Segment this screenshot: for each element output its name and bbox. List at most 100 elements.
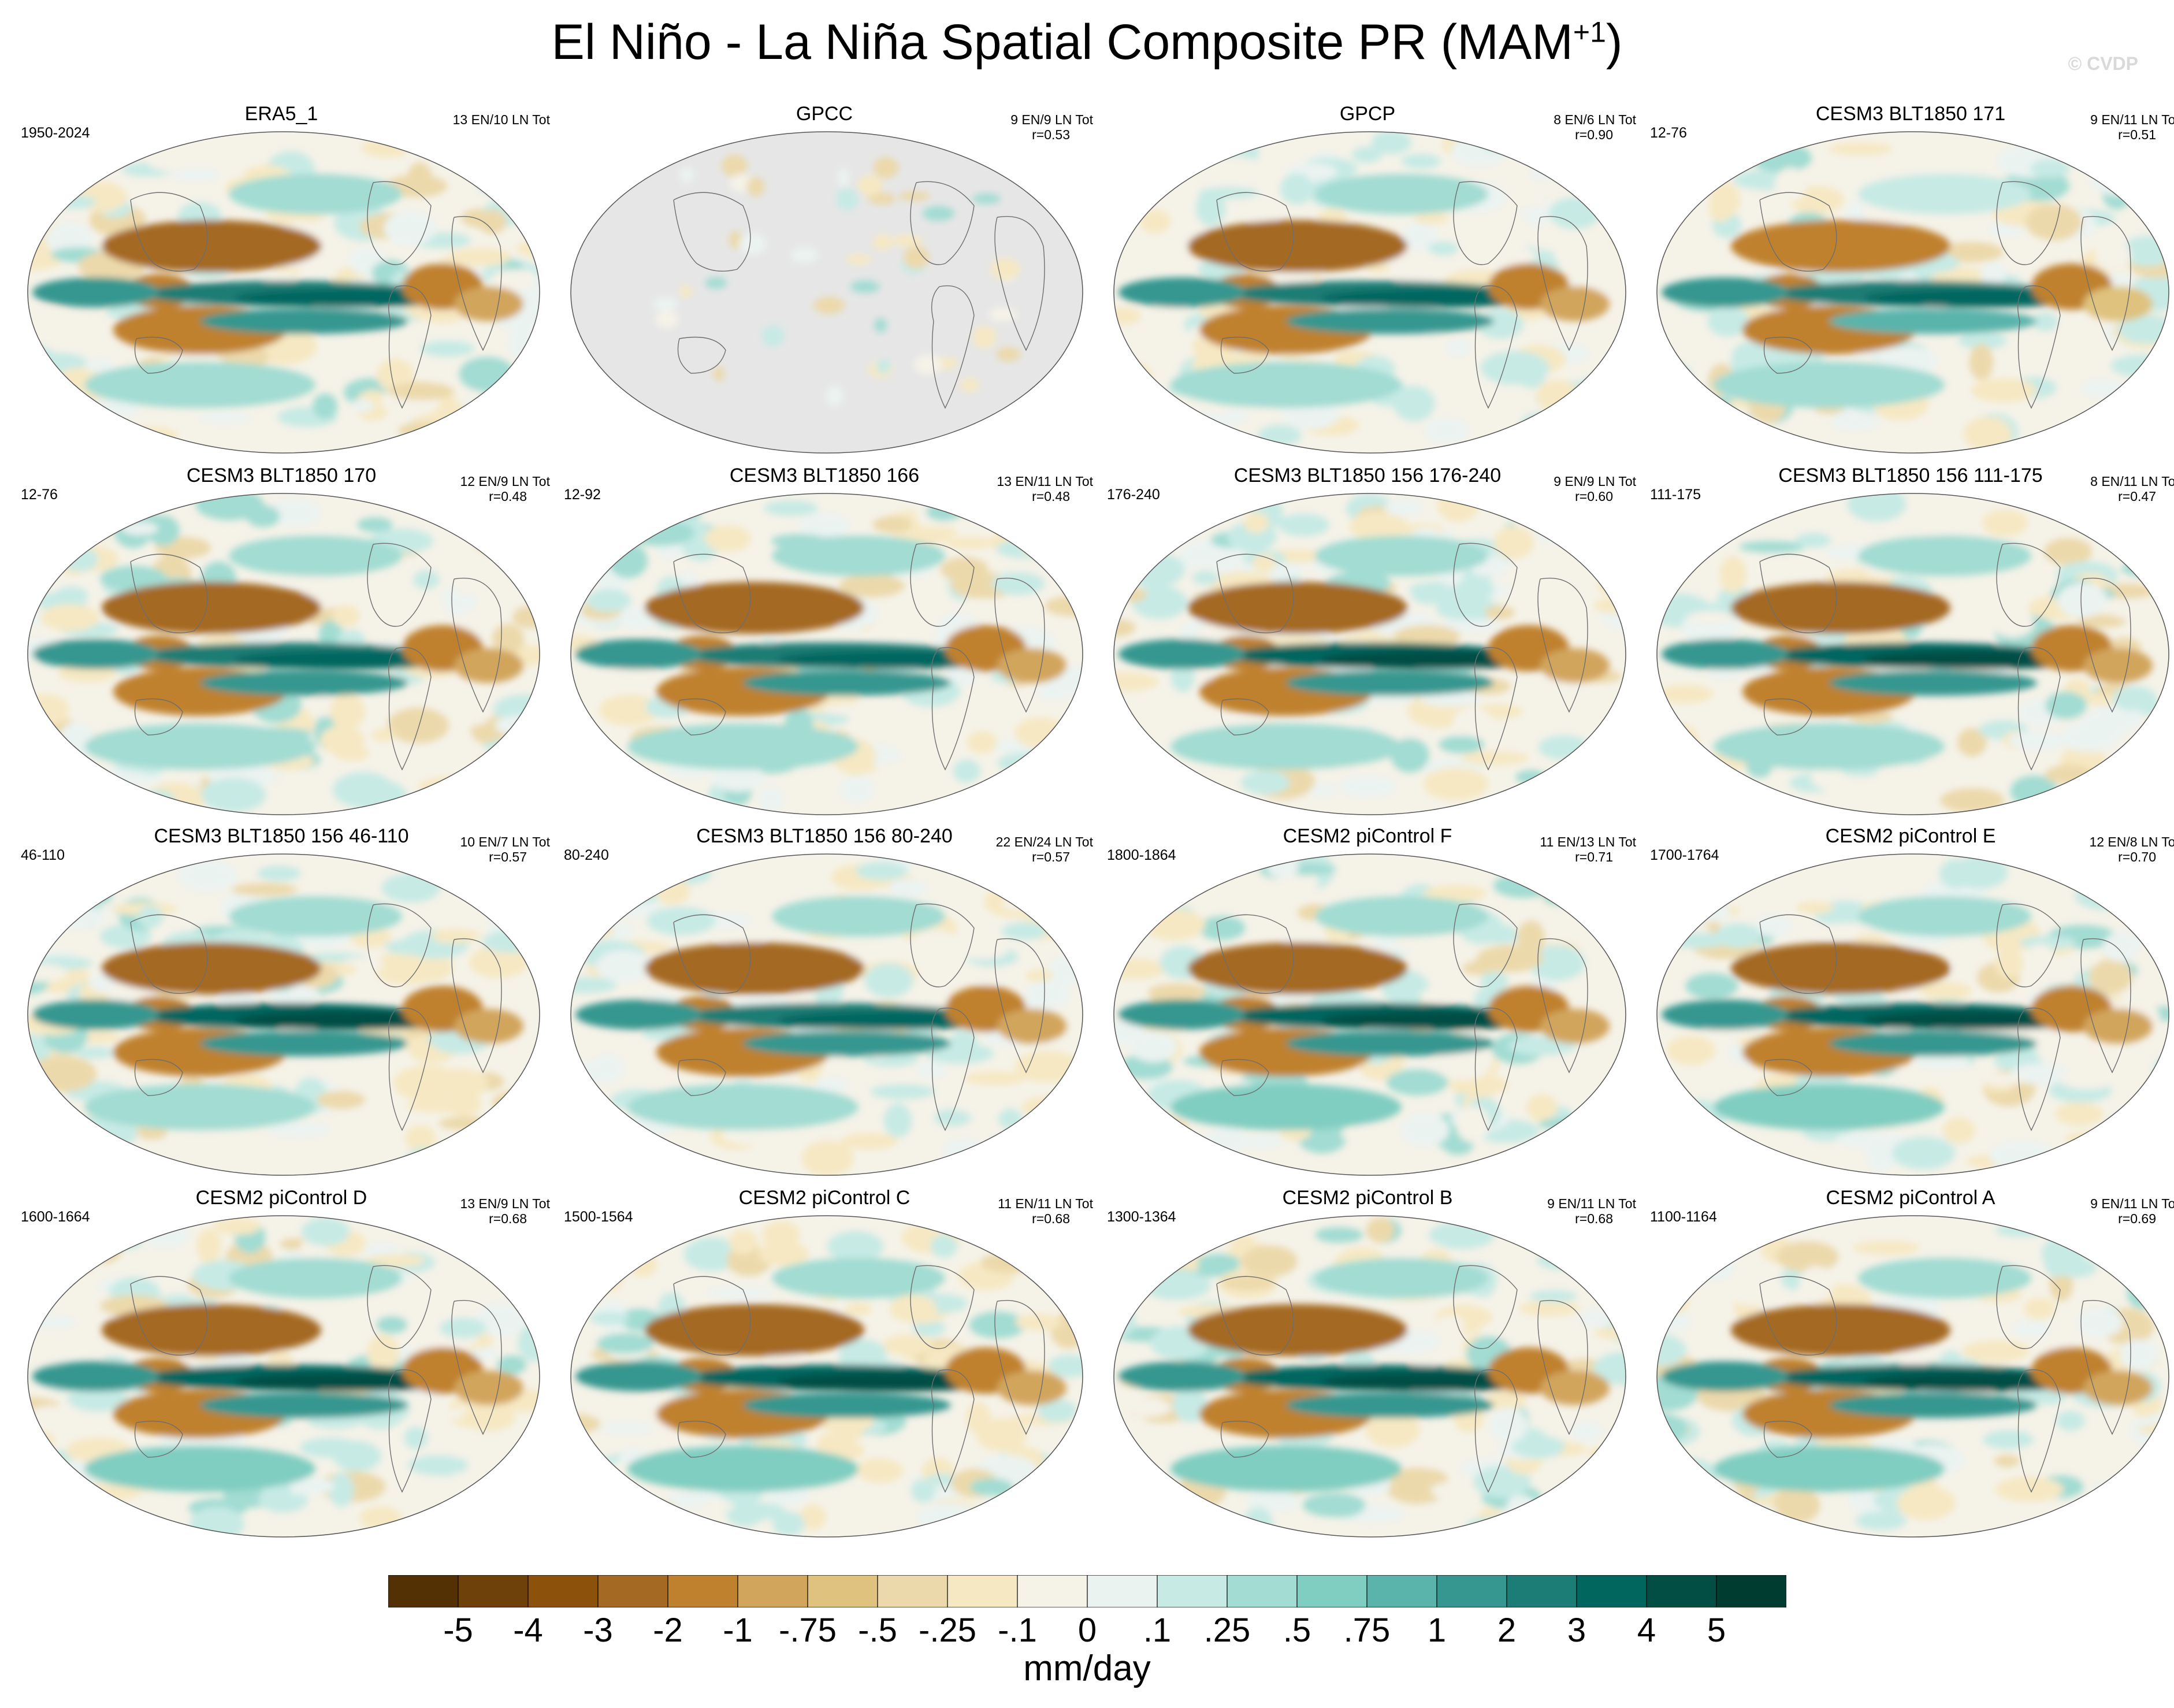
noise-cell bbox=[329, 693, 365, 730]
dry-anomaly-africa bbox=[1540, 1009, 1610, 1044]
noise-cell bbox=[1127, 1397, 1171, 1417]
noise-cell bbox=[596, 1333, 654, 1354]
noise-cell bbox=[571, 774, 622, 802]
coastline bbox=[130, 914, 208, 994]
noise-cell bbox=[1420, 690, 1481, 707]
panel-title: CESM2 piControl C bbox=[738, 1187, 911, 1209]
noise-cell bbox=[1920, 982, 1972, 1001]
noise-cell bbox=[1157, 1503, 1211, 1521]
noise-cell bbox=[772, 1511, 805, 1536]
coastline bbox=[2017, 285, 2061, 409]
coastline bbox=[673, 192, 751, 272]
noise-cell bbox=[1114, 563, 1126, 583]
noise-cell bbox=[28, 768, 48, 786]
coastline bbox=[1537, 1299, 1588, 1435]
land-cell bbox=[746, 177, 765, 196]
noise-cell bbox=[1403, 221, 1437, 254]
noise-cell bbox=[571, 888, 597, 907]
coastline bbox=[2080, 1299, 2131, 1435]
noise-cell bbox=[1114, 1503, 1161, 1529]
noise-cell bbox=[28, 382, 79, 404]
noise-cell bbox=[1663, 1127, 1710, 1146]
wet-anomaly-northern bbox=[772, 896, 945, 937]
land-cell bbox=[972, 325, 997, 349]
coastline bbox=[1220, 1059, 1269, 1096]
noise-cell bbox=[1140, 209, 1171, 234]
noise-cell bbox=[1520, 413, 1558, 437]
composite-map bbox=[1113, 493, 1626, 815]
land-cell bbox=[739, 233, 767, 255]
noise-cell bbox=[1039, 868, 1071, 888]
noise-cell bbox=[798, 513, 850, 539]
noise-cell bbox=[1939, 859, 1974, 889]
noise-cell bbox=[1445, 339, 1471, 356]
wet-anomaly-southern bbox=[1714, 1084, 1945, 1130]
panel-title: CESM3 BLT1850 171 bbox=[1815, 103, 2006, 125]
panel-correlation: r=0.69 bbox=[2118, 1211, 2156, 1226]
coastline bbox=[910, 543, 975, 627]
composite-map bbox=[27, 853, 540, 1176]
noise-cell bbox=[1114, 307, 1142, 325]
noise-cell bbox=[2099, 713, 2127, 740]
dry-anomaly-north bbox=[1188, 582, 1407, 634]
noise-cell bbox=[2026, 944, 2054, 968]
wet-anomaly-northern bbox=[1858, 1258, 2031, 1298]
wet-anomaly-southern bbox=[84, 1446, 315, 1492]
noise-cell bbox=[448, 247, 512, 266]
land-cell bbox=[846, 254, 872, 265]
noise-cell bbox=[1681, 1124, 1731, 1158]
noise-cell bbox=[84, 502, 115, 538]
colorbar-tick-label: 1 bbox=[1427, 1612, 1447, 1649]
noise-cell bbox=[991, 572, 1045, 595]
noise-cell bbox=[493, 502, 540, 521]
noise-cell bbox=[1437, 619, 1500, 633]
noise-cell bbox=[1736, 138, 1767, 164]
noise-cell bbox=[1114, 240, 1153, 269]
wet-anomaly-indian bbox=[1662, 277, 1789, 307]
noise-cell bbox=[608, 543, 648, 578]
noise-cell bbox=[1772, 507, 1815, 534]
coastline bbox=[367, 543, 432, 627]
noise-cell bbox=[1480, 134, 1527, 152]
colorbar bbox=[388, 1575, 1786, 1607]
noise-cell bbox=[509, 552, 536, 580]
land-cell bbox=[679, 285, 693, 298]
noise-cell bbox=[2056, 1410, 2085, 1431]
noise-cell bbox=[40, 604, 100, 632]
noise-cell bbox=[707, 1287, 774, 1299]
coastline bbox=[1759, 914, 1837, 994]
wet-anomaly-southern bbox=[1170, 1446, 1402, 1492]
noise-cell bbox=[1014, 1313, 1062, 1331]
noise-cell bbox=[2096, 1148, 2145, 1175]
noise-cell bbox=[46, 329, 74, 351]
noise-cell bbox=[1657, 1271, 1690, 1294]
noise-cell bbox=[1657, 1230, 1703, 1260]
noise-cell bbox=[1828, 142, 1893, 155]
noise-cell bbox=[1163, 414, 1207, 432]
wet-anomaly-southern bbox=[84, 1084, 315, 1130]
noise-cell bbox=[864, 963, 913, 998]
map-panel: CESM2 piControl E 1700-1764 12 EN/8 LN Tot… bbox=[1640, 825, 2174, 1186]
panel-event-counts: 9 EN/9 LN Tot r=0.60 bbox=[1554, 474, 1636, 504]
noise-cell bbox=[28, 888, 68, 916]
noise-cell bbox=[1588, 1446, 1624, 1461]
noise-cell bbox=[915, 526, 957, 539]
noise-cell bbox=[1657, 543, 1693, 580]
noise-cell bbox=[917, 1503, 981, 1534]
composite-map bbox=[1113, 853, 1626, 1176]
noise-cell bbox=[418, 776, 486, 799]
noise-cell bbox=[516, 1280, 540, 1305]
noise-cell bbox=[28, 528, 49, 541]
noise-cell bbox=[1796, 901, 1834, 914]
noise-cell bbox=[1114, 391, 1131, 415]
panel-counts-text: 10 EN/7 LN Tot bbox=[460, 834, 550, 849]
colorbar-swatch bbox=[388, 1575, 459, 1607]
colorbar-swatch bbox=[1296, 1575, 1368, 1607]
noise-cell bbox=[1477, 309, 1523, 339]
noise-cell bbox=[1114, 672, 1160, 692]
noise-cell bbox=[1466, 1517, 1514, 1534]
coastline bbox=[1474, 1369, 1518, 1493]
panel-title: GPCP bbox=[1339, 103, 1396, 125]
noise-cell bbox=[1428, 241, 1458, 256]
figure-title: El Niño - La Niña Spatial Composite PR (… bbox=[551, 14, 1623, 70]
